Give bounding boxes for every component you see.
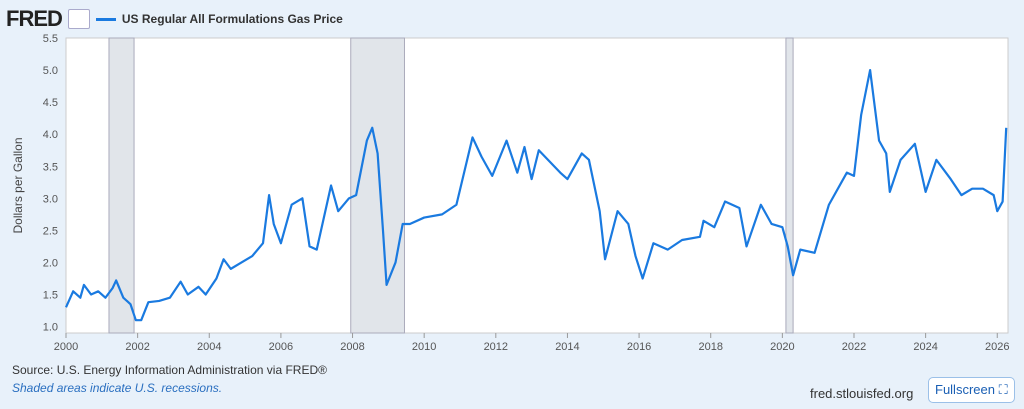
recession-band bbox=[785, 37, 794, 334]
x-tick-label: 2020 bbox=[770, 341, 794, 353]
x-tick-label: 2016 bbox=[627, 341, 651, 353]
x-tick-label: 2000 bbox=[54, 341, 78, 353]
recession-band bbox=[108, 37, 135, 334]
graph-icon[interactable] bbox=[67, 9, 90, 29]
y-axis-label: Dollars per Gallon bbox=[11, 137, 25, 233]
x-tick-label: 2018 bbox=[698, 341, 722, 353]
y-tick-label: 4.0 bbox=[43, 129, 58, 141]
y-tick-label: 1.5 bbox=[43, 290, 58, 302]
legend-line-icon bbox=[95, 17, 116, 21]
series-line bbox=[64, 68, 1008, 322]
chart-header: FRED US Regular All Formulations Gas Pri… bbox=[6, 6, 343, 32]
y-tick-label: 3.5 bbox=[43, 161, 58, 173]
x-tick-label: 2026 bbox=[985, 341, 1009, 353]
x-tick-label: 2010 bbox=[412, 341, 436, 353]
x-tick-label: 2004 bbox=[197, 341, 221, 353]
fullscreen-button[interactable]: Fullscreen ⛶ bbox=[928, 377, 1015, 403]
x-tick-label: 2006 bbox=[269, 341, 293, 353]
y-tick-label: 4.5 bbox=[43, 97, 58, 109]
x-tick-label: 2014 bbox=[555, 341, 579, 353]
recession-band bbox=[350, 37, 405, 334]
y-tick-label: 5.5 bbox=[43, 33, 58, 45]
recession-note: Shaded areas indicate U.S. recessions. bbox=[12, 381, 223, 395]
x-tick-label: 2002 bbox=[125, 341, 149, 353]
y-tick-label: 5.0 bbox=[43, 65, 58, 77]
site-link[interactable]: fred.stlouisfed.org bbox=[810, 386, 914, 401]
y-tick-label: 3.0 bbox=[43, 193, 58, 205]
y-tick-label: 1.0 bbox=[43, 322, 58, 334]
legend-label: US Regular All Formulations Gas Price bbox=[121, 12, 343, 26]
x-tick-label: 2022 bbox=[842, 341, 866, 353]
fred-logo[interactable]: FRED bbox=[6, 6, 63, 31]
x-tick-label: 2012 bbox=[484, 341, 508, 353]
x-tick-label: 2008 bbox=[340, 341, 364, 353]
y-tick-label: 2.0 bbox=[43, 257, 58, 269]
legend: US Regular All Formulations Gas Price bbox=[95, 12, 343, 26]
source-text: Source: U.S. Energy Information Administ… bbox=[12, 363, 327, 377]
plot-area bbox=[65, 37, 1009, 334]
y-tick-label: 2.5 bbox=[43, 225, 58, 237]
x-tick-label: 2024 bbox=[913, 341, 937, 353]
